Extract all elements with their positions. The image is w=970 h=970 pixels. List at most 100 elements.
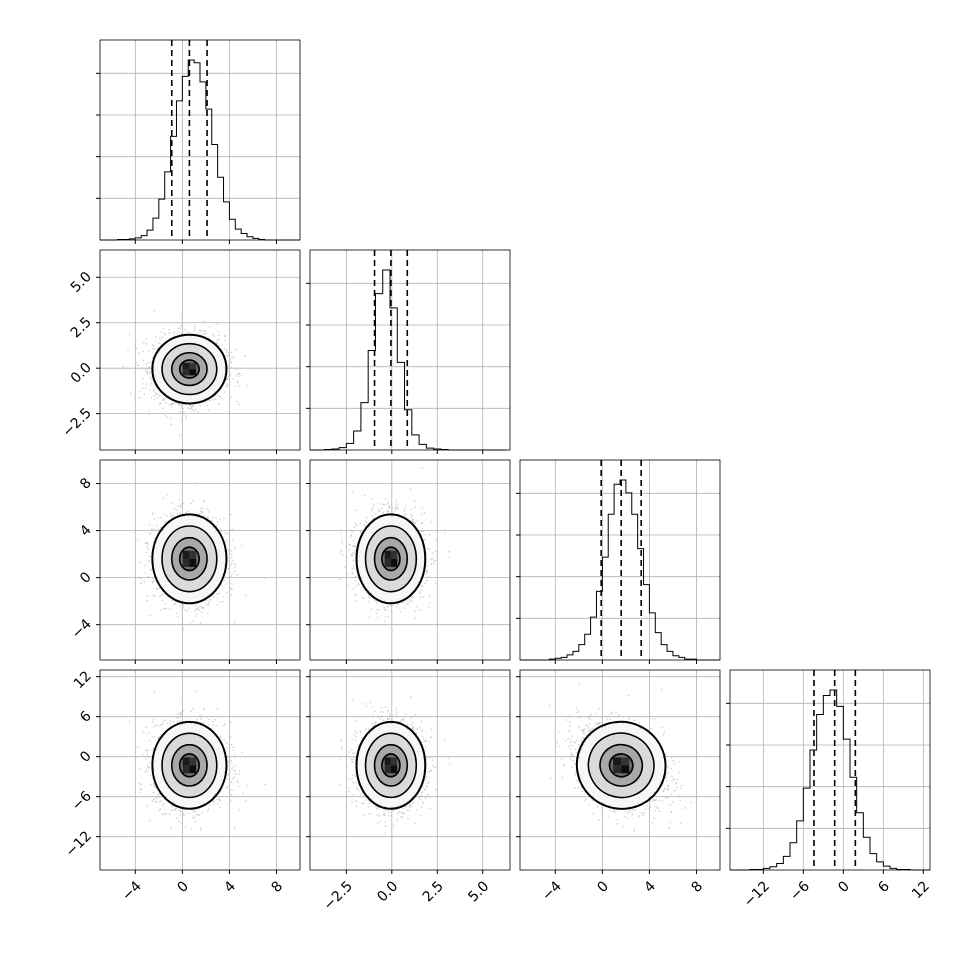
sample-point xyxy=(158,395,161,398)
sample-point xyxy=(230,529,232,531)
sample-point xyxy=(430,521,433,523)
sample-point xyxy=(226,377,229,380)
sample-point xyxy=(171,516,173,518)
density-core-block-0 xyxy=(182,362,190,370)
sample-point xyxy=(225,354,227,357)
sample-point xyxy=(224,532,227,535)
contour-line-1 xyxy=(161,342,218,396)
sample-point xyxy=(402,602,405,604)
sample-point xyxy=(176,509,178,511)
sample-point xyxy=(130,392,132,395)
sample-point xyxy=(200,511,203,513)
sample-point xyxy=(371,498,374,500)
sample-point xyxy=(232,539,234,542)
sample-point xyxy=(179,605,182,608)
sample-point xyxy=(236,380,239,382)
contour-line-2 xyxy=(170,351,208,387)
sample-point xyxy=(179,407,182,409)
sample-point xyxy=(138,351,140,354)
sample-point xyxy=(179,504,182,506)
sample-point xyxy=(160,609,162,611)
sample-point xyxy=(135,347,138,350)
sample-point xyxy=(161,399,163,402)
sample-point xyxy=(424,539,427,541)
sample-point xyxy=(156,524,158,527)
scatter-panel-1-0 xyxy=(96,249,301,454)
sample-point xyxy=(231,556,233,558)
sample-point xyxy=(155,394,158,396)
sample-point xyxy=(228,567,231,570)
sample-point xyxy=(228,547,231,549)
sample-point xyxy=(162,497,164,500)
sample-point xyxy=(162,513,165,516)
sample-point xyxy=(166,416,168,418)
sample-point xyxy=(155,336,157,338)
sample-point xyxy=(223,596,225,598)
sample-point xyxy=(153,518,156,520)
sample-point xyxy=(181,617,183,619)
sample-point xyxy=(202,330,205,333)
sample-point xyxy=(172,514,174,517)
sample-point xyxy=(206,508,209,510)
sample-point xyxy=(211,519,213,522)
sample-point xyxy=(170,417,172,420)
sample-point xyxy=(241,545,243,547)
sample-point xyxy=(156,587,159,590)
sample-point xyxy=(215,517,217,520)
sample-point xyxy=(231,561,233,564)
sample-point xyxy=(212,596,215,598)
sample-point xyxy=(231,357,233,359)
sample-point xyxy=(189,404,192,407)
sample-point xyxy=(135,361,138,364)
panel-content xyxy=(122,310,249,436)
sample-point xyxy=(230,575,233,577)
histogram-panel-3 xyxy=(726,669,931,874)
sample-point xyxy=(138,396,141,399)
sample-point xyxy=(199,624,202,626)
sample-point xyxy=(234,570,236,573)
sample-point xyxy=(143,367,145,370)
panel-background xyxy=(310,250,510,450)
sample-point xyxy=(157,517,160,520)
sample-point xyxy=(206,404,209,407)
sample-point xyxy=(237,385,240,387)
panel-background xyxy=(520,460,720,660)
sample-point xyxy=(227,354,230,357)
sample-point xyxy=(199,622,202,624)
sample-point xyxy=(152,389,155,392)
sample-point xyxy=(264,577,266,579)
sample-point xyxy=(145,383,148,385)
sample-point xyxy=(182,604,185,606)
density-core-block-3 xyxy=(189,369,197,376)
sample-point xyxy=(179,512,181,514)
sample-point xyxy=(169,331,171,334)
sample-point xyxy=(159,595,161,598)
sample-point xyxy=(198,513,200,515)
sample-point xyxy=(147,576,150,578)
sample-point xyxy=(153,579,155,582)
sample-point xyxy=(216,603,219,606)
sample-point xyxy=(150,378,153,380)
sample-point xyxy=(218,395,221,398)
sample-point xyxy=(215,525,218,527)
sample-point xyxy=(190,502,192,505)
sample-point xyxy=(151,581,154,584)
sample-point xyxy=(236,381,239,384)
sample-point xyxy=(160,331,163,334)
sample-point xyxy=(448,550,451,553)
sample-point xyxy=(391,510,393,512)
sample-point xyxy=(217,338,220,341)
sample-point xyxy=(155,392,157,395)
sample-point xyxy=(208,325,211,328)
sample-point xyxy=(192,620,194,622)
sample-point xyxy=(173,604,175,606)
sample-point xyxy=(155,588,158,590)
sample-point xyxy=(232,378,235,380)
sample-point xyxy=(197,605,200,608)
sample-point xyxy=(151,528,153,530)
sample-point xyxy=(232,356,235,358)
sample-point xyxy=(153,398,156,401)
sample-point xyxy=(212,516,214,519)
sample-point xyxy=(213,396,215,399)
panel-background xyxy=(730,670,930,870)
